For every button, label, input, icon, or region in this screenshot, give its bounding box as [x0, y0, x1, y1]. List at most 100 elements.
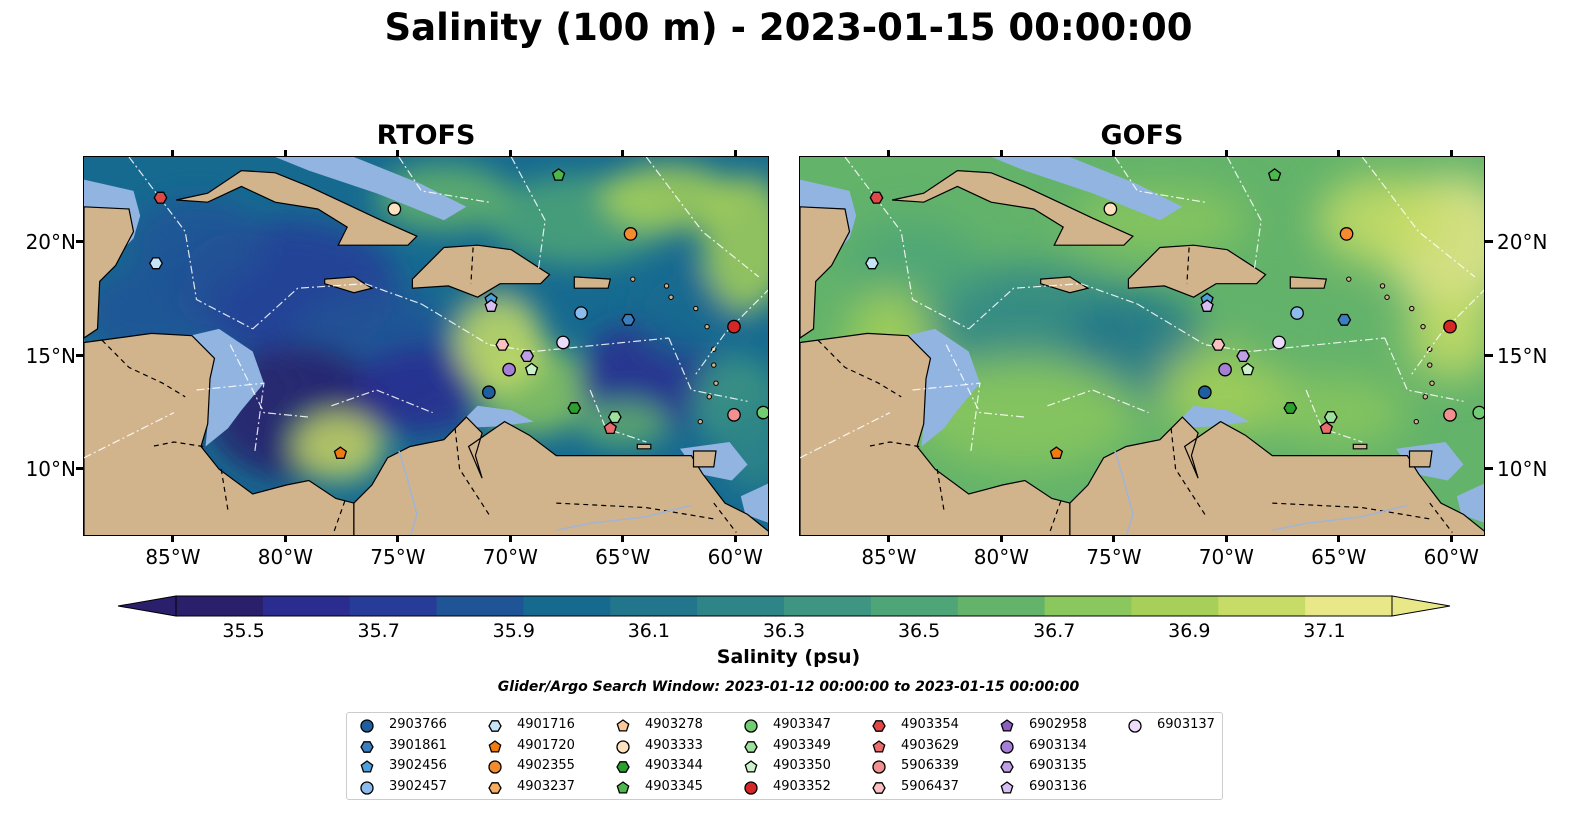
- lon-tick: [508, 536, 512, 542]
- legend-marker-circle: [616, 739, 630, 754]
- legend-label: 5906339: [901, 758, 959, 773]
- lat-label-10n-right: 10°N: [1497, 457, 1548, 481]
- float-marker-6903135[interactable]: [1236, 350, 1251, 363]
- float-marker-4901716[interactable]: [865, 257, 879, 270]
- float-marker-4903350[interactable]: [524, 362, 539, 376]
- float-marker-4903350[interactable]: [1240, 362, 1255, 376]
- float-marker-3901861[interactable]: [1337, 313, 1352, 326]
- float-marker-4902355[interactable]: [1339, 227, 1354, 241]
- legend-marker-circle: [872, 760, 886, 774]
- lon-label-gofs-3: 70°W: [1198, 545, 1254, 569]
- lat-label-15n-right: 15°N: [1497, 344, 1548, 368]
- lon-tick: [887, 536, 891, 542]
- legend-marker-hexagon: [872, 720, 886, 732]
- float-marker-4901716[interactable]: [149, 257, 163, 270]
- colorbar-tick-label: 36.1: [627, 620, 671, 642]
- float-marker-4903629[interactable]: [1319, 421, 1333, 435]
- lon-label-gofs-1: 80°W: [973, 545, 1030, 569]
- lon-tick: [999, 536, 1003, 542]
- float-marker-4903349[interactable]: [607, 411, 622, 424]
- float-marker-6903137[interactable]: [556, 335, 570, 350]
- lat-tick: [1485, 353, 1493, 357]
- legend-label: 3902456: [389, 758, 447, 773]
- float-marker-4901720[interactable]: [333, 446, 348, 459]
- legend-marker-circle: [360, 719, 374, 733]
- trinidad-land: [1408, 450, 1433, 468]
- legend-label: 6903137: [1157, 717, 1215, 732]
- lon-tick: [733, 536, 737, 542]
- lon-tick: [887, 150, 891, 156]
- float-marker-4903352[interactable]: [1443, 319, 1457, 334]
- float-marker-6903134[interactable]: [1218, 362, 1232, 377]
- float-marker-4903333[interactable]: [1103, 202, 1118, 216]
- legend-label: 5906437: [901, 778, 959, 794]
- legend-marker-pentagon: [1000, 719, 1014, 732]
- jamaica-land: [324, 276, 374, 294]
- legend-marker-pentagon: [1000, 780, 1014, 794]
- float-marker-5906339[interactable]: [1443, 408, 1457, 422]
- float-marker-4903352[interactable]: [727, 319, 741, 334]
- float-marker-6903134[interactable]: [502, 362, 516, 377]
- lat-label-10n-left: 10°N: [25, 457, 76, 481]
- legend-marker-pentagon: [360, 760, 374, 773]
- legend-marker-hexagon: [360, 740, 374, 753]
- puerto-land: [573, 276, 612, 289]
- colorbar-label: Salinity (psu): [716, 646, 861, 668]
- rtofs-map[interactable]: [83, 156, 769, 536]
- lat-tick: [1485, 466, 1493, 470]
- lon-label-rtofs-5: 60°W: [707, 545, 763, 569]
- float-marker-4903347[interactable]: [756, 405, 769, 420]
- float-marker-3902457[interactable]: [1290, 306, 1304, 320]
- float-marker-5906437[interactable]: [1211, 338, 1226, 351]
- float-marker-4902355[interactable]: [623, 227, 638, 241]
- lat-tick: [76, 466, 84, 470]
- legend-marker-pentagon: [488, 739, 502, 753]
- lon-label-rtofs-3: 70°W: [482, 545, 538, 569]
- lon-tick: [1112, 536, 1116, 542]
- colorbar-tick-label: 36.5: [897, 620, 941, 642]
- float-marker-4903347[interactable]: [1472, 405, 1485, 420]
- float-marker-4903344[interactable]: [1283, 402, 1298, 415]
- float-marker-5906437[interactable]: [495, 338, 510, 351]
- legend-label: 6903136: [1029, 778, 1087, 794]
- float-marker-6903136[interactable]: [484, 299, 498, 312]
- float-marker-4903345[interactable]: [551, 168, 566, 181]
- legend-marker-circle: [360, 780, 374, 795]
- lon-label-rtofs-4: 65°W: [595, 545, 651, 569]
- lon-tick: [1337, 536, 1341, 542]
- colorbar-tick-label: 35.5: [222, 620, 265, 642]
- lon-tick: [621, 536, 625, 542]
- lon-tick: [1112, 150, 1116, 156]
- legend-label: 4903278: [645, 717, 703, 732]
- float-marker-6903135[interactable]: [520, 350, 535, 363]
- legend-marker-hexagon: [488, 781, 502, 794]
- gofs-map[interactable]: [799, 156, 1485, 536]
- float-marker-5906339[interactable]: [727, 408, 741, 422]
- float-marker-4903344[interactable]: [567, 402, 582, 415]
- lon-label-gofs-2: 75°W: [1086, 545, 1142, 569]
- float-marker-4903354[interactable]: [869, 191, 884, 204]
- float-marker-4901720[interactable]: [1049, 446, 1064, 459]
- legend-label: 4902355: [517, 758, 575, 773]
- float-marker-3901861[interactable]: [621, 313, 636, 326]
- float-marker-3902457[interactable]: [574, 306, 588, 320]
- rtofs-float-markers: [149, 168, 769, 459]
- search-window-text: Glider/Argo Search Window: 2023-01-12 00…: [497, 679, 1080, 695]
- lon-tick: [621, 150, 625, 156]
- float-marker-4903349[interactable]: [1323, 411, 1338, 424]
- float-marker-4903333[interactable]: [387, 202, 402, 216]
- cuba-land: [176, 169, 418, 246]
- float-marker-4903345[interactable]: [1267, 168, 1282, 181]
- float-marker-4903354[interactable]: [153, 191, 168, 204]
- lat-tick: [76, 240, 84, 244]
- lon-label-rtofs-0: 85°W: [145, 545, 201, 569]
- float-marker-6903136[interactable]: [1200, 299, 1214, 312]
- lon-label-rtofs-1: 80°W: [257, 545, 314, 569]
- page-title: Salinity (100 m) - 2023-01-15 00:00:00: [384, 6, 1193, 49]
- float-marker-2903766[interactable]: [1198, 385, 1212, 400]
- legend-marker-hexagon: [872, 781, 886, 794]
- float-marker-2903766[interactable]: [482, 385, 496, 400]
- float-marker-4903629[interactable]: [603, 421, 617, 435]
- lon-tick: [1449, 536, 1453, 542]
- float-marker-6903137[interactable]: [1272, 335, 1286, 350]
